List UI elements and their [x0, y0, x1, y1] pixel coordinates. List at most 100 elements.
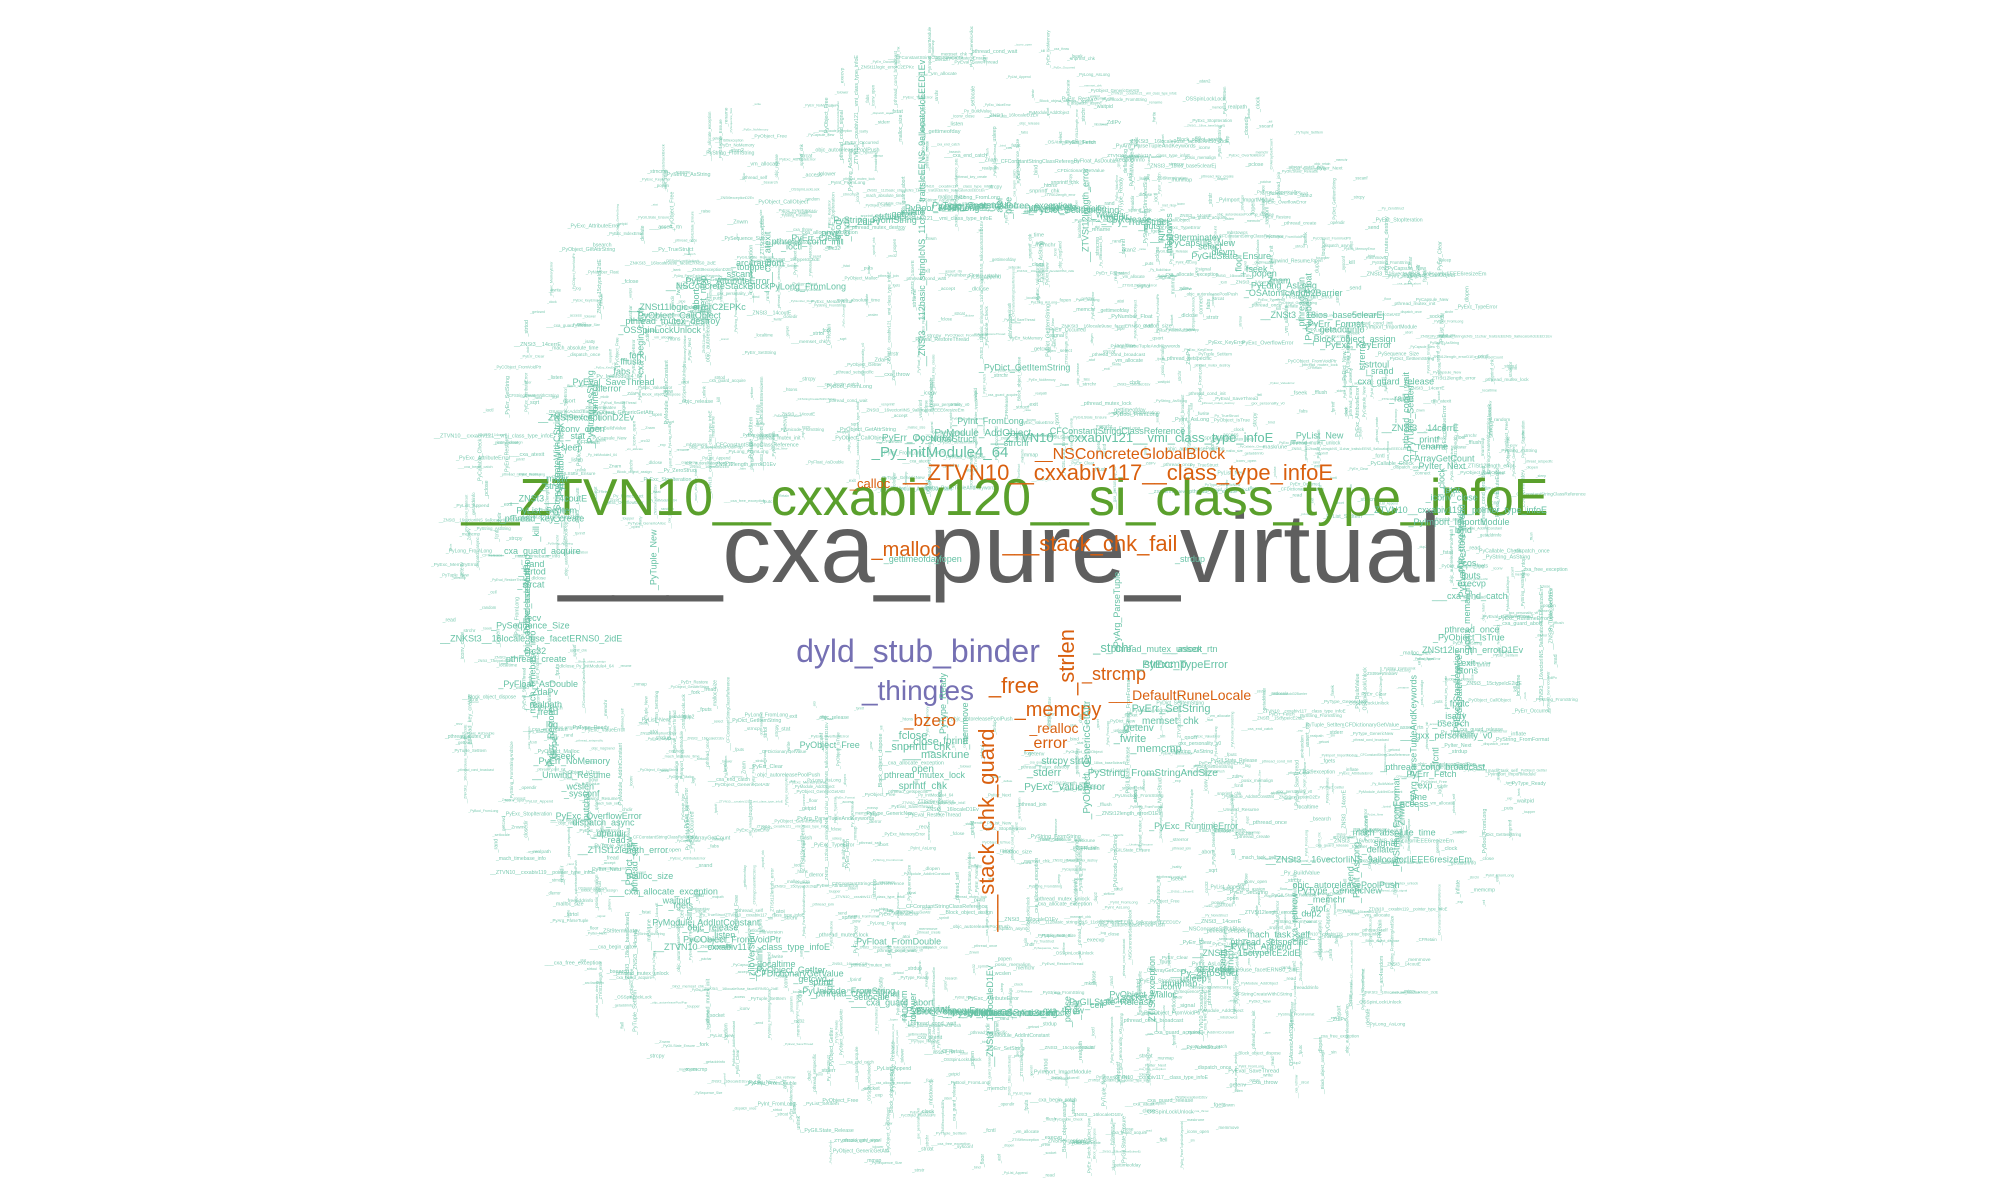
filler-word: _CFRetain [573, 440, 600, 446]
filler-word: _Py_InitModule4_64 [592, 374, 642, 380]
filler-word: _atan2 [1292, 960, 1297, 974]
filler-word: _PyGILState_Ensure [660, 1044, 695, 1048]
filler-word: __ZTVN10__cxxabiv121__vmi_class_type_inf… [752, 825, 830, 829]
filler-word: _signal [904, 891, 916, 895]
filler-word: _strncmp [1119, 1012, 1124, 1032]
filler-word: _PyList_SetItem [1222, 86, 1227, 117]
filler-word: _PyErr_Clear [1408, 256, 1414, 287]
filler-word: _setlocale [744, 928, 765, 933]
filler-word: ___CFConstantStringClassReference [887, 55, 964, 60]
filler-word: ___cxa_rethrow [769, 1075, 796, 1079]
filler-word: _PyGILState_Ensure [691, 211, 695, 245]
filler-word: _pthread_cond_signal [839, 1138, 881, 1143]
word-floor: _floor [1234, 254, 1244, 278]
word-sleep: _sleep [555, 443, 583, 453]
filler-word: _PyString_AsString [848, 149, 854, 195]
filler-word: _iconv_open [1241, 879, 1268, 884]
filler-word: __ZNSt3__112basic_stringIcNS_11char_trai… [1020, 920, 1181, 925]
filler-word: ___assert_rtn [938, 270, 962, 274]
filler-word: _Py_BuildValue [841, 838, 846, 870]
filler-word: _PyExc_RuntimeError [1494, 616, 1549, 622]
filler-word: _pthread_key_create [931, 354, 935, 391]
filler-word: _sprintf_chk [567, 649, 587, 653]
word-fputs: _fputs [1455, 571, 1481, 581]
filler-word: _PyErr_Occurred [1287, 482, 1321, 487]
filler-word: _objc_autoreleasePoolPush [1449, 528, 1454, 587]
filler-word: _PyType_Ready [897, 975, 930, 980]
filler-word: _dlopen [1214, 177, 1228, 181]
filler-word: _Py_InitModule4_64 [647, 498, 677, 502]
word-getenv: _getenv [1117, 723, 1154, 734]
filler-word: _accept [734, 969, 750, 974]
filler-word: _pow [849, 918, 861, 923]
word-py-zerostruct: __Py_ZeroStruct [1170, 968, 1239, 978]
filler-word: ___cxa_guard_release [988, 1056, 992, 1094]
filler-word: _strtod [1043, 1058, 1049, 1076]
filler-word: _listen [547, 375, 563, 381]
filler-word: _ceil [1056, 204, 1066, 209]
filler-word: _PyExc_IndexError [576, 828, 619, 834]
filler-word: _strcat [796, 154, 813, 160]
filler-word: _PyList_New [745, 1080, 777, 1086]
filler-word: _usleep [748, 264, 753, 279]
filler-word: __ZNKSt3__16locale9use_facetERNS0_2idE [624, 261, 716, 266]
filler-word: _exp [1455, 900, 1464, 904]
filler-word: _localtime [1024, 296, 1041, 300]
filler-word: _PyUnicode_FromString [777, 427, 824, 432]
filler-word: ___assert_rtn [1030, 477, 1051, 481]
filler-word: _fputc [895, 227, 905, 231]
filler-word: _rename [1088, 227, 1111, 233]
filler-word: _dlerror [866, 819, 882, 824]
word-pydict-new: _PyDict_New [624, 836, 634, 892]
word-memchr: _memchr [1307, 895, 1346, 905]
filler-word: __ZTVN10__cxxabiv117__class_type_infoE [1107, 1075, 1208, 1081]
filler-word: _localtime [790, 990, 806, 994]
filler-word: _rename [673, 169, 692, 174]
filler-word: _malloc_size [1399, 651, 1432, 657]
filler-word: _PyObject_CallObject [708, 286, 712, 319]
filler-word: _getcwd [1386, 748, 1400, 752]
filler-word: _PyString_FromString [1369, 260, 1411, 265]
filler-word: _pthread_mutex_destroy [1192, 364, 1231, 368]
filler-word: _PyFloat_AsDouble [1256, 239, 1260, 269]
filler-word: __Znwm [726, 220, 748, 226]
filler-word: _OSSpinLockUnlock [1356, 999, 1402, 1005]
filler-word: _waitpid [1513, 799, 1534, 805]
filler-word: _getpid [944, 981, 948, 993]
filler-word: _strcat [1135, 1054, 1153, 1060]
filler-word: _PyObject_GenericGetAttr [711, 782, 770, 788]
filler-word: _fabs [1018, 131, 1028, 135]
filler-word: _strtoul [1012, 404, 1028, 409]
filler-word: _dup2 [1314, 261, 1320, 277]
filler-word: _PyEval_RestoreThread [972, 332, 1006, 336]
filler-word: _getenv [608, 899, 612, 913]
filler-word: __ZSt9terminatev [579, 405, 616, 410]
filler-word: _log [1432, 399, 1436, 406]
filler-word: _read [1143, 1128, 1152, 1132]
filler-word: __ZTVN10__cxxabiv121__vmi_class_type_inf… [854, 55, 860, 172]
filler-word: _PyGILState_Ensure [942, 56, 988, 62]
filler-word: _sqrt [837, 336, 848, 341]
filler-word: _atof [782, 1079, 788, 1093]
filler-word: _htons [1434, 436, 1447, 441]
filler-word: _PyList_SetItem [1350, 827, 1386, 833]
filler-word: _PyList_New [1365, 813, 1384, 817]
filler-word: ___cxa_guard_abort [1391, 282, 1421, 286]
filler-word: _strncpy [1165, 161, 1185, 167]
filler-word: ___cxa_end_catch [522, 727, 568, 733]
word-usleep: _usleep [1174, 973, 1207, 983]
filler-word: ___cxa_guard_release [1023, 761, 1057, 765]
filler-word: __ZNSt9exceptionD2Ev [716, 196, 755, 200]
filler-word: _strchr [1177, 370, 1182, 384]
filler-word: _iconv_open [1014, 43, 1033, 47]
filler-word: _inflate [967, 863, 982, 868]
filler-word: _socket [1169, 314, 1174, 329]
filler-word: _strtol [563, 912, 578, 918]
filler-word: _malloc_size [552, 901, 584, 907]
filler-word: __ZNSt3__18ios_base5clearEj [936, 1010, 983, 1014]
filler-word: _fclose [1537, 583, 1551, 588]
filler-word: __ZNSt12length_errorD1Ev [1095, 811, 1162, 817]
word-stat: _stat [565, 431, 586, 441]
word-pyexc-keyerror: _PyExc_KeyError [1319, 340, 1391, 350]
word-deflate: _deflate [1361, 844, 1394, 854]
